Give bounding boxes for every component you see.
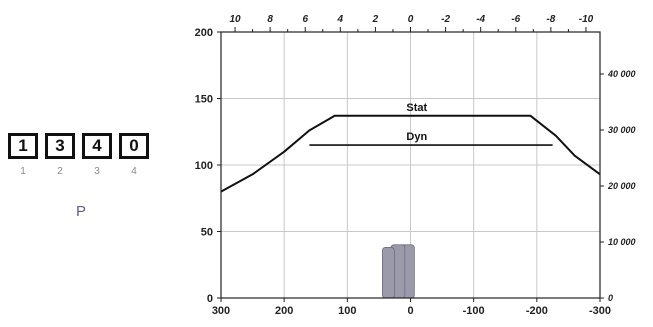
code-letter: P <box>76 203 87 220</box>
series-layer: Stat Dyn <box>220 102 601 193</box>
top-tick-label: -10 <box>579 14 594 25</box>
right-tick-label: 10 000 <box>608 237 636 247</box>
code-index-1: 1 <box>20 166 26 177</box>
machine-silhouette <box>381 244 415 299</box>
top-tick-label: 2 <box>372 14 379 25</box>
right-tick-label: 20 000 <box>607 181 636 191</box>
right-tick-label: 30 000 <box>608 125 636 135</box>
y-tick-label: 100 <box>195 160 213 172</box>
code-index-2: 2 <box>57 166 63 177</box>
code-indexes: 1 2 3 4 <box>8 166 156 177</box>
top-tick-label: 10 <box>229 14 241 25</box>
y-tick-label: 0 <box>207 293 213 305</box>
top-tick-label: -8 <box>546 14 555 25</box>
top-tick-label: -4 <box>476 14 485 25</box>
x-tick-label: 0 <box>407 305 413 317</box>
top-tick-label: 4 <box>337 14 344 25</box>
top-tick-label: 8 <box>267 14 273 25</box>
top-tick-label: 6 <box>302 14 308 25</box>
x-tick-label: 300 <box>212 305 230 317</box>
x-tick-label: -200 <box>526 305 548 317</box>
code-digit-2: 3 <box>45 133 75 159</box>
grid <box>220 32 601 298</box>
code-digit-1: 1 <box>8 133 38 159</box>
top-tick-label: -2 <box>441 14 450 25</box>
code-index-4: 4 <box>131 166 137 177</box>
machine-segment <box>381 247 395 299</box>
code-digit-4: 0 <box>119 133 149 159</box>
x-tick-label: 100 <box>338 305 356 317</box>
right-tick-label: 0 <box>608 293 613 303</box>
right-tick-label: 40 000 <box>607 69 636 79</box>
series-label-stat: Stat <box>406 102 427 114</box>
y-tick-label: 150 <box>195 94 213 106</box>
code-box: 1 3 4 0 <box>8 133 156 159</box>
y-tick-label: 50 <box>201 227 213 239</box>
series-label-dyn: Dyn <box>406 131 427 143</box>
code-digit-3: 4 <box>82 133 112 159</box>
code-index-3: 3 <box>94 166 100 177</box>
top-tick-label: -6 <box>511 14 520 25</box>
x-tick-label: -100 <box>463 305 485 317</box>
y-tick-label: 200 <box>195 27 213 39</box>
series-line-stat <box>220 114 601 193</box>
x-tick-label: 200 <box>275 305 293 317</box>
top-tick-label: 0 <box>408 14 414 25</box>
x-tick-label: -300 <box>589 305 611 317</box>
